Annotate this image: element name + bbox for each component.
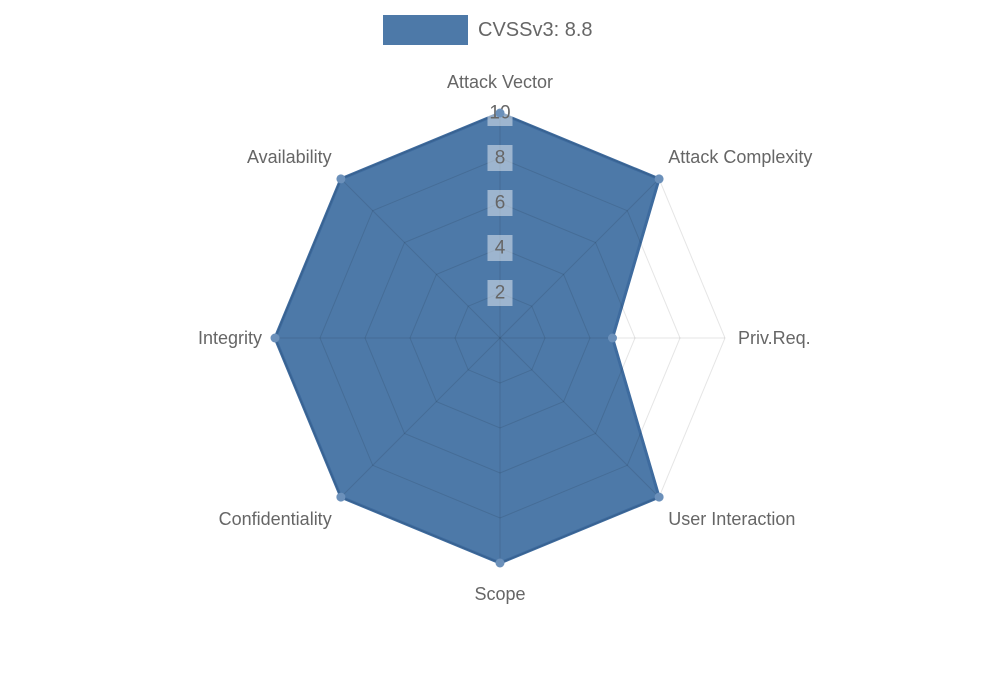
tick-label: 2 (495, 283, 506, 304)
axis-label-scope: Scope (474, 584, 525, 604)
legend: CVSSv3: 8.8 (383, 15, 593, 45)
axis-label-availability: Availability (247, 147, 332, 167)
data-point (495, 108, 505, 118)
axis-label-priv-req: Priv.Req. (738, 328, 811, 348)
grid-ring (364, 202, 636, 474)
tick-label: 6 (495, 193, 506, 214)
data-point (495, 558, 505, 568)
data-point (270, 333, 280, 343)
axis-spoke (499, 178, 660, 339)
axis-spoke (340, 337, 501, 498)
axis-label-integrity: Integrity (198, 328, 262, 348)
legend-label: CVSSv3: 8.8 (478, 19, 593, 41)
tick-label: 4 (495, 238, 506, 259)
axis-spoke (499, 337, 660, 498)
legend-item-cvss[interactable]: CVSSv3: 8.8 (383, 15, 593, 45)
data-point (654, 174, 664, 184)
tick-label: 8 (495, 148, 506, 169)
data-point (336, 492, 346, 502)
axis-label-user-interaction: User Interaction (668, 509, 795, 529)
tick-backdrop (487, 145, 513, 171)
axis-label-attack-complexity: Attack Complexity (668, 147, 812, 167)
axis-label-attack-vector: Attack Vector (447, 72, 553, 92)
axis-label-confidentiality: Confidentiality (219, 509, 332, 529)
data-point (336, 174, 346, 184)
data-point (608, 333, 617, 343)
tick-backdrop (487, 190, 513, 216)
grid-ring (409, 247, 591, 429)
tick-backdrop (487, 280, 513, 306)
axis-spoke (340, 178, 501, 339)
grid-ring (319, 157, 681, 519)
grid-ring (454, 292, 546, 384)
legend-swatch (383, 15, 468, 45)
tick-backdrop (487, 235, 513, 261)
data-point (654, 492, 664, 502)
